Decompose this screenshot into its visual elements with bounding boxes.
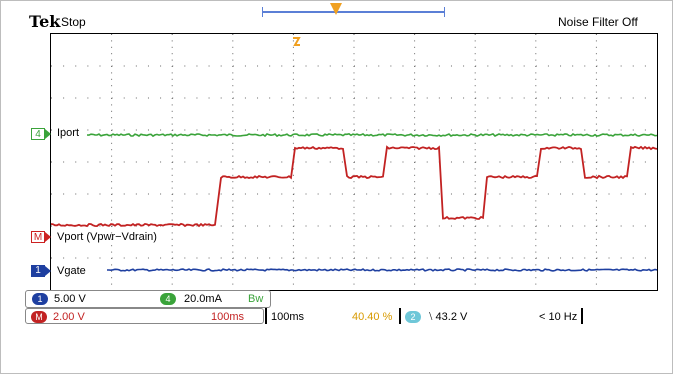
math-scale-box[interactable] bbox=[25, 308, 264, 324]
channel-scale-row: 1 5.00 V 4 20.0mA Bw bbox=[25, 290, 271, 308]
top-status-bar: Tek Stop Noise Filter Off bbox=[21, 11, 661, 33]
ch1-scale[interactable]: 5.00 V bbox=[54, 293, 86, 305]
trigger-tick-icon bbox=[293, 37, 301, 46]
ch1-marker[interactable]: 1 bbox=[31, 265, 45, 277]
brand-logo: Tek bbox=[29, 12, 61, 31]
trigger-level[interactable]: ⧵ 43.2 V bbox=[429, 311, 468, 323]
math-arrow-icon bbox=[45, 232, 51, 242]
math-label: Vport (Vpwr−Vdrain) bbox=[57, 231, 157, 243]
trigger-position[interactable]: 40.40 % bbox=[352, 311, 393, 323]
math-timebase[interactable]: 100ms bbox=[211, 311, 245, 323]
graticule-svg bbox=[51, 34, 657, 285]
math-badge[interactable]: M bbox=[31, 311, 47, 323]
ch1-marker-text: 1 bbox=[35, 265, 41, 276]
trigger-box[interactable] bbox=[399, 308, 583, 324]
acquisition-state: Stop bbox=[61, 15, 86, 29]
ch4-scale[interactable]: 20.0mA bbox=[184, 293, 222, 305]
ch4-arrow-icon bbox=[45, 129, 51, 139]
ch4-marker[interactable]: 4 bbox=[31, 128, 45, 140]
timebase-value[interactable]: 100ms bbox=[271, 311, 305, 323]
bandwidth-limit-mark: Bw bbox=[248, 293, 264, 305]
ch1-label: Vgate bbox=[57, 265, 86, 277]
ch4-label: Iport bbox=[57, 127, 80, 139]
timebase-box[interactable] bbox=[265, 308, 400, 324]
record-bar-left-cap bbox=[262, 7, 263, 17]
graticule-dots bbox=[51, 34, 646, 285]
math-marker-text: M bbox=[33, 232, 43, 243]
noise-filter-status: Noise Filter Off bbox=[558, 15, 638, 29]
ch1-badge[interactable]: 1 bbox=[32, 293, 48, 305]
ch4-badge[interactable]: 4 bbox=[160, 293, 176, 305]
record-position-bar[interactable] bbox=[262, 11, 445, 13]
math-marker[interactable]: M bbox=[31, 231, 45, 243]
iport-waveform bbox=[86, 132, 657, 138]
record-bar-right-cap bbox=[444, 7, 445, 17]
ch4-marker-text: 4 bbox=[35, 129, 41, 140]
ch1-arrow-icon bbox=[45, 266, 51, 276]
timebase-trigger-row: M 2.00 V 100ms 100ms 40.40 % 2 ⧵ 43.2 V … bbox=[25, 308, 585, 326]
vport-waveform bbox=[51, 145, 657, 228]
vgate-waveform bbox=[107, 268, 657, 272]
waveform-graticule[interactable] bbox=[50, 33, 658, 291]
trigger-channel-badge[interactable]: 2 bbox=[405, 311, 421, 323]
math-scale[interactable]: 2.00 V bbox=[53, 311, 85, 323]
trigger-frequency[interactable]: < 10 Hz bbox=[539, 311, 578, 323]
trigger-position-icon[interactable] bbox=[330, 3, 342, 15]
